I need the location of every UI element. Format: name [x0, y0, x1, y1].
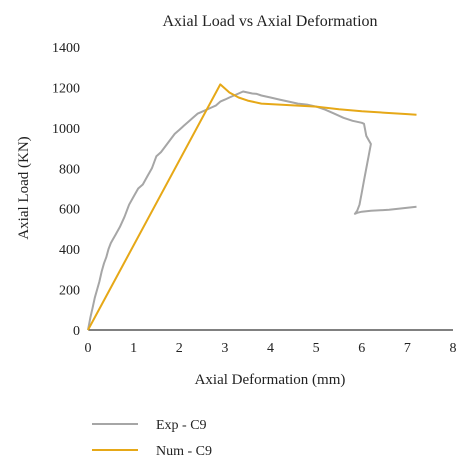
y-tick-label: 400 [59, 243, 80, 258]
x-axis-label: Axial Deformation (mm) [195, 372, 346, 388]
series-group [87, 83, 417, 331]
y-tick-label: 0 [73, 324, 80, 339]
x-tick-label: 4 [267, 341, 274, 356]
y-tick-label: 600 [59, 203, 80, 218]
legend-label-num: Num - C9 [156, 444, 212, 459]
x-tick-label: 0 [85, 341, 92, 356]
x-tick-label: 6 [358, 341, 365, 356]
y-tick-label: 1000 [52, 122, 80, 137]
series-line-num [87, 83, 417, 331]
y-tick-label: 1400 [52, 41, 80, 56]
y-tick-label: 1200 [52, 81, 80, 96]
y-tick-label: 200 [59, 284, 80, 299]
series-line-exp [87, 90, 417, 331]
y-tick-label: 800 [59, 162, 80, 177]
x-tick-label: 3 [221, 341, 228, 356]
x-tick-labels: 0 1 2 3 4 5 6 7 8 [85, 341, 457, 356]
x-tick-label: 2 [176, 341, 183, 356]
x-tick-label: 1 [130, 341, 137, 356]
legend: Exp - C9 Num - C9 [92, 418, 212, 459]
chart-title: Axial Load vs Axial Deformation [162, 13, 377, 30]
y-tick-labels: 0 200 400 600 800 1000 1200 1400 [52, 41, 80, 339]
y-axis-label: Axial Load (KN) [16, 136, 32, 239]
x-tick-label: 5 [313, 341, 320, 356]
x-tick-label: 8 [450, 341, 457, 356]
x-tick-label: 7 [404, 341, 411, 356]
legend-label-exp: Exp - C9 [156, 418, 207, 433]
